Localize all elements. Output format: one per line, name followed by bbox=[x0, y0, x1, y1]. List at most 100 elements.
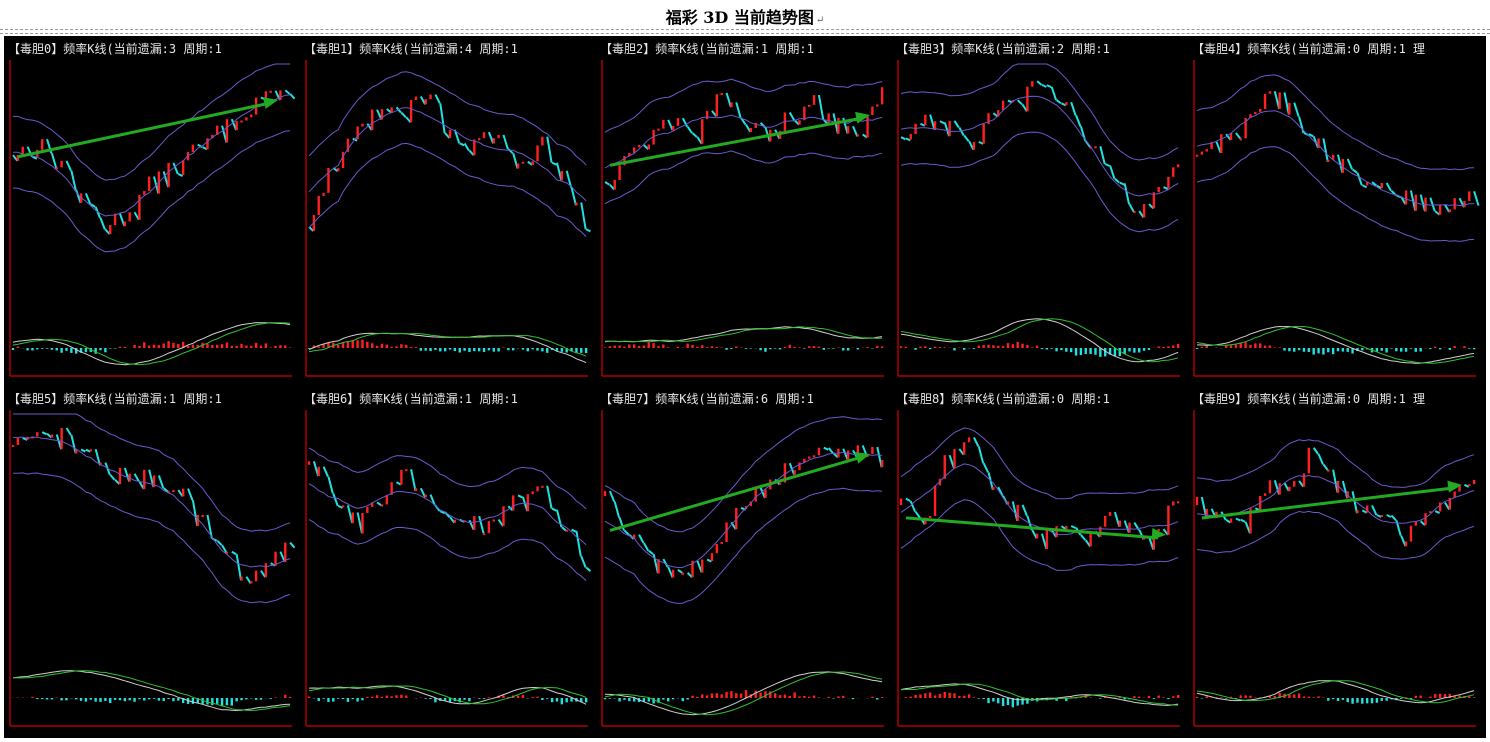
macd-bar bbox=[181, 698, 185, 704]
macd-bar bbox=[512, 348, 515, 351]
candle-down bbox=[735, 102, 742, 119]
candle-up bbox=[1365, 505, 1369, 513]
macd-line-green bbox=[308, 685, 587, 705]
macd-bar bbox=[16, 346, 20, 348]
macd-bar bbox=[963, 348, 966, 350]
candle-down bbox=[85, 448, 91, 453]
candle-up bbox=[943, 455, 946, 479]
candle-up bbox=[1195, 497, 1199, 506]
candle-up bbox=[75, 449, 78, 454]
candle-down bbox=[1050, 86, 1058, 101]
candle-down bbox=[823, 446, 829, 451]
macd-bar bbox=[264, 343, 268, 348]
candle-up bbox=[783, 463, 787, 483]
candle-down bbox=[187, 488, 194, 501]
macd-bar bbox=[972, 348, 976, 349]
macd-bar bbox=[1404, 348, 1408, 352]
macd-bar bbox=[196, 698, 199, 704]
macd-bar bbox=[1069, 696, 1073, 698]
macd-bar bbox=[405, 695, 408, 698]
macd-bar bbox=[322, 698, 325, 699]
candle-down bbox=[429, 494, 436, 506]
candle-up bbox=[1055, 526, 1058, 538]
candle-up bbox=[409, 100, 413, 123]
candle-down bbox=[327, 476, 334, 494]
macd-bar bbox=[395, 695, 398, 698]
macd-bar bbox=[972, 697, 976, 698]
macd-bar bbox=[570, 698, 573, 702]
candle-up bbox=[1118, 520, 1121, 527]
macd-bar bbox=[1162, 697, 1165, 698]
candle-down bbox=[570, 187, 577, 206]
macd-bar bbox=[1113, 348, 1117, 357]
candle-up bbox=[1128, 522, 1131, 533]
macd-bar bbox=[26, 348, 29, 351]
candle-up bbox=[1172, 167, 1175, 177]
macd-bar bbox=[987, 344, 990, 348]
macd-bar bbox=[341, 698, 345, 700]
candle-up bbox=[1104, 515, 1107, 527]
macd-bar bbox=[371, 343, 374, 348]
macd-bar bbox=[405, 344, 408, 348]
candle-chart bbox=[601, 60, 884, 377]
macd-bar bbox=[1336, 698, 1340, 701]
candle-up bbox=[967, 437, 971, 443]
macd-bar bbox=[812, 346, 816, 348]
candle-down bbox=[1060, 525, 1067, 530]
candle-up bbox=[1152, 529, 1156, 550]
candle-down bbox=[1361, 509, 1368, 514]
candle-down bbox=[943, 122, 951, 137]
macd-bar bbox=[1351, 348, 1354, 354]
macd-bar bbox=[928, 692, 932, 698]
candle-down bbox=[939, 120, 945, 125]
macd-bar bbox=[798, 696, 801, 698]
candle-down bbox=[1084, 539, 1091, 547]
candle-up bbox=[1176, 164, 1180, 168]
chart-title: 【毒胆6】频率K线(当前遗漏:1 周期:1 bbox=[304, 392, 518, 406]
macd-line-green bbox=[12, 322, 291, 366]
macd-bar bbox=[1050, 348, 1053, 349]
macd-bar bbox=[99, 698, 102, 702]
candle-down bbox=[104, 228, 111, 235]
trend-arrow-head bbox=[1151, 528, 1166, 540]
macd-bar bbox=[75, 698, 78, 700]
macd-bar bbox=[948, 692, 951, 698]
macd-bar bbox=[705, 347, 709, 348]
macd-bar bbox=[380, 343, 384, 348]
candle-up bbox=[21, 146, 24, 156]
candle-up bbox=[356, 126, 359, 140]
candle-up bbox=[1229, 518, 1233, 523]
macd-bar bbox=[1055, 348, 1058, 352]
candle-up bbox=[681, 572, 684, 575]
candle-up bbox=[1307, 447, 1311, 474]
macd-bar bbox=[1176, 343, 1180, 348]
macd-bar bbox=[1283, 348, 1286, 351]
macd-bar bbox=[123, 698, 127, 702]
macd-bar bbox=[808, 346, 811, 348]
candle-down bbox=[982, 462, 989, 473]
candle-chart bbox=[305, 410, 592, 727]
page-title-text: 福彩 3D 当前趋势图 bbox=[665, 8, 814, 27]
candle-down bbox=[512, 152, 519, 169]
macd-bar bbox=[390, 346, 393, 348]
candle-down bbox=[463, 142, 470, 152]
macd-bar bbox=[429, 348, 432, 352]
macd-bar bbox=[113, 698, 117, 700]
candle-up bbox=[987, 113, 990, 125]
macd-bar bbox=[546, 698, 549, 699]
candle-down bbox=[1356, 172, 1363, 186]
candle-down bbox=[1119, 181, 1125, 186]
macd-bar bbox=[235, 345, 238, 348]
macd-bar bbox=[361, 698, 364, 701]
candle-up bbox=[1278, 92, 1281, 109]
candle-down bbox=[138, 481, 145, 490]
macd-bar bbox=[468, 698, 471, 702]
macd-bar bbox=[793, 346, 796, 348]
band-middle bbox=[12, 94, 291, 217]
candle-down bbox=[75, 189, 82, 204]
candle-down bbox=[497, 518, 504, 527]
candle-up bbox=[705, 110, 709, 120]
candle-down bbox=[133, 473, 140, 483]
candle-up bbox=[274, 551, 277, 566]
macd-bar bbox=[570, 348, 573, 352]
